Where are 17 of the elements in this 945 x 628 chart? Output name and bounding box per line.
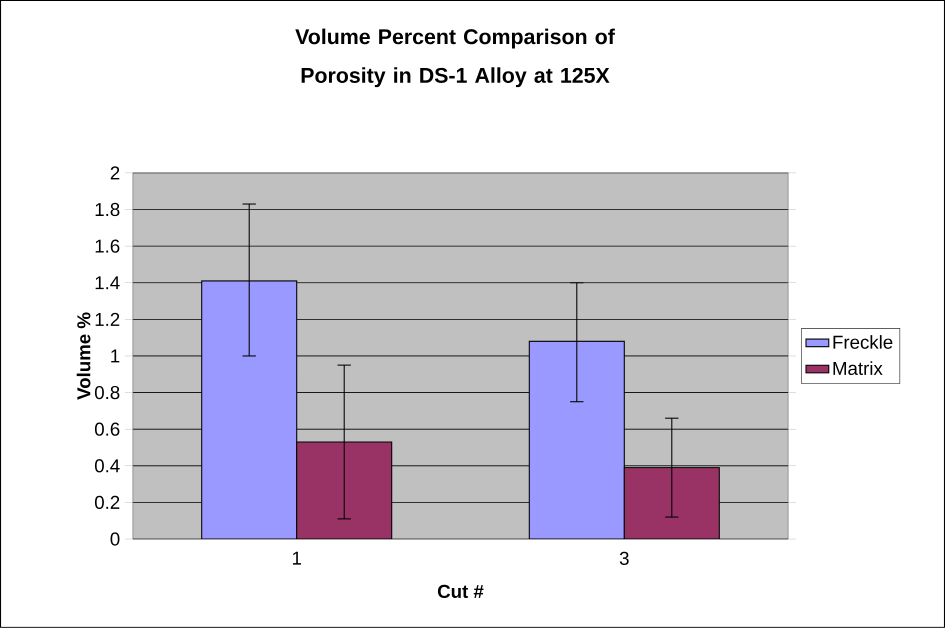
y-tick-label: 1.6 [96, 240, 120, 253]
y-axis-title: Volume % [76, 312, 90, 400]
y-tick-label: 1 [111, 350, 120, 362]
chart-title: Volume Percent Comparison of Porosity in DS-1 Alloy at 125X [295, 28, 615, 88]
y-tick-label: 1.8 [96, 202, 120, 216]
x-tick-label: 3 [620, 552, 629, 566]
legend-label: Freckle [834, 335, 892, 349]
x-axis-title: Cut # [438, 584, 484, 598]
y-tick-label: 0.2 [94, 496, 120, 510]
legend-label: Matrix [834, 361, 883, 376]
y-tick-label: 0.8 [94, 386, 120, 400]
y-tick-label: 1.2 [96, 312, 120, 326]
y-tick-label: 0 [110, 532, 120, 546]
y-tick-label: 0.6 [94, 422, 120, 436]
y-tick-label: 0.4 [94, 459, 120, 472]
y-tick-label: 2 [110, 166, 120, 180]
y-tick-label: 1.4 [96, 276, 120, 290]
